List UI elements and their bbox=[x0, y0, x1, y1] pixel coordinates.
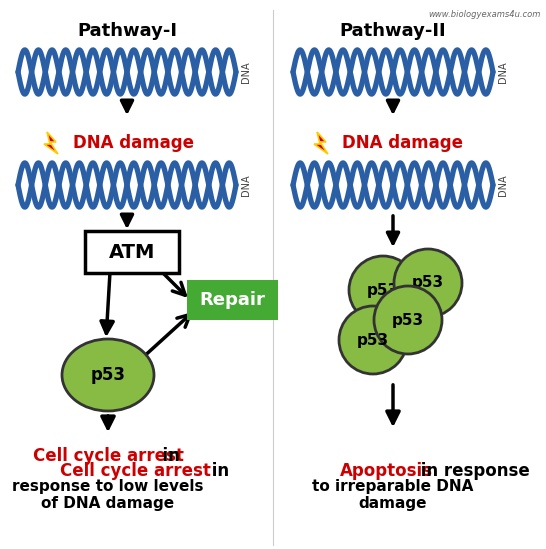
Text: Pathway-I: Pathway-I bbox=[77, 22, 177, 40]
Text: of DNA damage: of DNA damage bbox=[41, 496, 175, 511]
Text: p53: p53 bbox=[357, 333, 389, 348]
FancyBboxPatch shape bbox=[187, 280, 278, 320]
Circle shape bbox=[349, 256, 417, 324]
Text: p53: p53 bbox=[91, 366, 126, 384]
Text: DNA: DNA bbox=[241, 174, 251, 196]
Text: ATM: ATM bbox=[109, 243, 155, 261]
Circle shape bbox=[394, 249, 462, 317]
FancyBboxPatch shape bbox=[85, 231, 179, 273]
Text: p53: p53 bbox=[367, 283, 399, 298]
Text: Cell cycle arrest: Cell cycle arrest bbox=[33, 447, 183, 465]
Text: in response: in response bbox=[415, 462, 530, 480]
Polygon shape bbox=[44, 132, 58, 154]
Text: response to low levels: response to low levels bbox=[12, 479, 204, 494]
Text: DNA: DNA bbox=[241, 61, 251, 83]
Text: in: in bbox=[206, 462, 229, 480]
Text: damage: damage bbox=[359, 496, 428, 511]
Text: Cell cycle arrest: Cell cycle arrest bbox=[60, 462, 211, 480]
Text: Repair: Repair bbox=[199, 291, 265, 309]
Text: Apoptosis: Apoptosis bbox=[340, 462, 433, 480]
Ellipse shape bbox=[62, 339, 154, 411]
Text: p53: p53 bbox=[392, 312, 424, 328]
Circle shape bbox=[374, 286, 442, 354]
Text: www.biologyexams4u.com: www.biologyexams4u.com bbox=[429, 10, 541, 19]
Text: Pathway-II: Pathway-II bbox=[340, 22, 446, 40]
Text: to irreparable DNA: to irreparable DNA bbox=[312, 479, 474, 494]
Text: p53: p53 bbox=[412, 276, 444, 290]
Text: DNA damage: DNA damage bbox=[342, 134, 463, 152]
Text: DNA: DNA bbox=[498, 174, 508, 196]
Text: in: in bbox=[36, 447, 180, 465]
Text: DNA: DNA bbox=[498, 61, 508, 83]
Circle shape bbox=[339, 306, 407, 374]
Polygon shape bbox=[314, 132, 328, 154]
Text: DNA damage: DNA damage bbox=[73, 134, 194, 152]
